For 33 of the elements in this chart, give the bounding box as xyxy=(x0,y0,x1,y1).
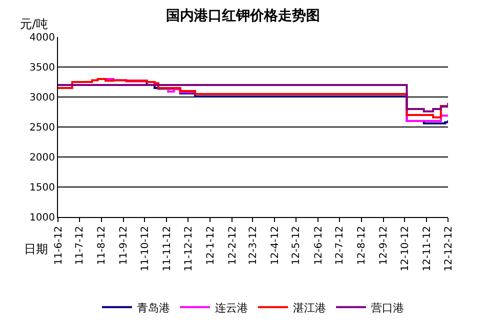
x-tick-label: 12-11-12 xyxy=(422,226,433,272)
x-tick-label: 12-6-12 xyxy=(313,226,324,266)
x-tick-label: 12-10-12 xyxy=(400,226,411,272)
x-tick-label: 12-12-12 xyxy=(443,226,454,272)
legend-label: 营口港 xyxy=(371,301,404,314)
y-tick-label: 3000 xyxy=(30,92,55,104)
y-tick-label: 1000 xyxy=(30,212,55,224)
x-tick-label: 12-4-12 xyxy=(270,226,281,266)
x-tick-label: 12-8-12 xyxy=(356,226,368,266)
x-tick-label: 11-10-12 xyxy=(140,226,151,272)
x-tick-label: 11-7-12 xyxy=(74,226,86,266)
x-axis-title: 日期 xyxy=(24,242,48,256)
chart-title: 国内港口红钾价格走势图 xyxy=(166,8,320,24)
x-tick-label: 11-12-12 xyxy=(183,226,194,272)
y-tick-label: 3500 xyxy=(30,62,55,74)
x-tick-label: 12-2-12 xyxy=(227,226,238,266)
x-tick-label: 12-7-12 xyxy=(334,226,346,266)
x-tick-label: 12-9-12 xyxy=(378,226,390,266)
y-tick-label: 1500 xyxy=(30,182,55,194)
x-tick-label: 12-5-12 xyxy=(291,226,302,266)
legend-label: 青岛港 xyxy=(137,301,170,314)
x-tick-label: 11-11-12 xyxy=(162,226,173,272)
y-axis-title: 元/吨 xyxy=(20,17,48,31)
legend-label: 湛江港 xyxy=(293,301,326,314)
x-tick-label: 11-6-12 xyxy=(53,226,64,266)
y-tick-label: 2000 xyxy=(30,152,55,164)
y-tick-label: 4000 xyxy=(30,32,55,44)
y-tick-label: 2500 xyxy=(30,122,55,134)
x-tick-label: 11-9-12 xyxy=(118,226,130,266)
x-tick-label: 12-3-12 xyxy=(248,226,259,266)
x-tick-label: 11-8-12 xyxy=(96,226,108,266)
legend-label: 连云港 xyxy=(215,301,248,314)
x-tick-label: 12-1-12 xyxy=(205,226,216,266)
